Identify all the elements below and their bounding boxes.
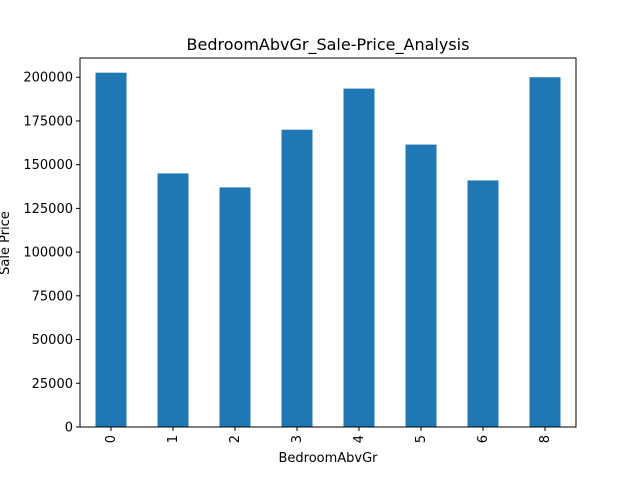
y-tick-label: 200000	[23, 71, 73, 86]
x-tick-label: 3	[290, 435, 305, 443]
bar-1	[157, 173, 189, 427]
y-tick-label: 125000	[23, 202, 73, 217]
x-tick-label: 5	[414, 435, 429, 443]
y-axis-label: Sale Price	[0, 211, 13, 275]
bar-8	[529, 77, 561, 427]
bar-5	[405, 144, 437, 427]
y-tick-label: 25000	[32, 377, 73, 392]
bar-2	[219, 187, 251, 427]
x-tick-label: 8	[538, 435, 553, 443]
plot-area: 0 1 2 3 4 5 6 8 0 25000 50000 75000 100000 125000 1500…	[23, 57, 577, 443]
bar-6	[467, 180, 499, 427]
x-tick-label: 6	[476, 435, 491, 443]
y-tick-label: 100000	[23, 246, 73, 261]
bar-4	[343, 88, 375, 428]
y-tick-label: 150000	[23, 158, 73, 173]
bar-0	[95, 72, 127, 427]
x-tick-label: 1	[166, 435, 181, 443]
x-tick-label: 4	[352, 435, 367, 443]
y-tick-label: 175000	[23, 114, 73, 129]
y-tick-label: 0	[65, 421, 73, 436]
x-tick-label: 2	[228, 435, 243, 443]
chart-title: BedroomAbvGr_Sale-Price_Analysis	[187, 35, 470, 55]
axes-frame	[79, 57, 577, 428]
y-tick-label: 50000	[32, 333, 73, 348]
x-axis-label: BedroomAbvGr	[278, 451, 378, 466]
bar-3	[281, 129, 313, 427]
y-tick-label: 75000	[32, 289, 73, 304]
x-tick-label: 0	[104, 435, 119, 443]
